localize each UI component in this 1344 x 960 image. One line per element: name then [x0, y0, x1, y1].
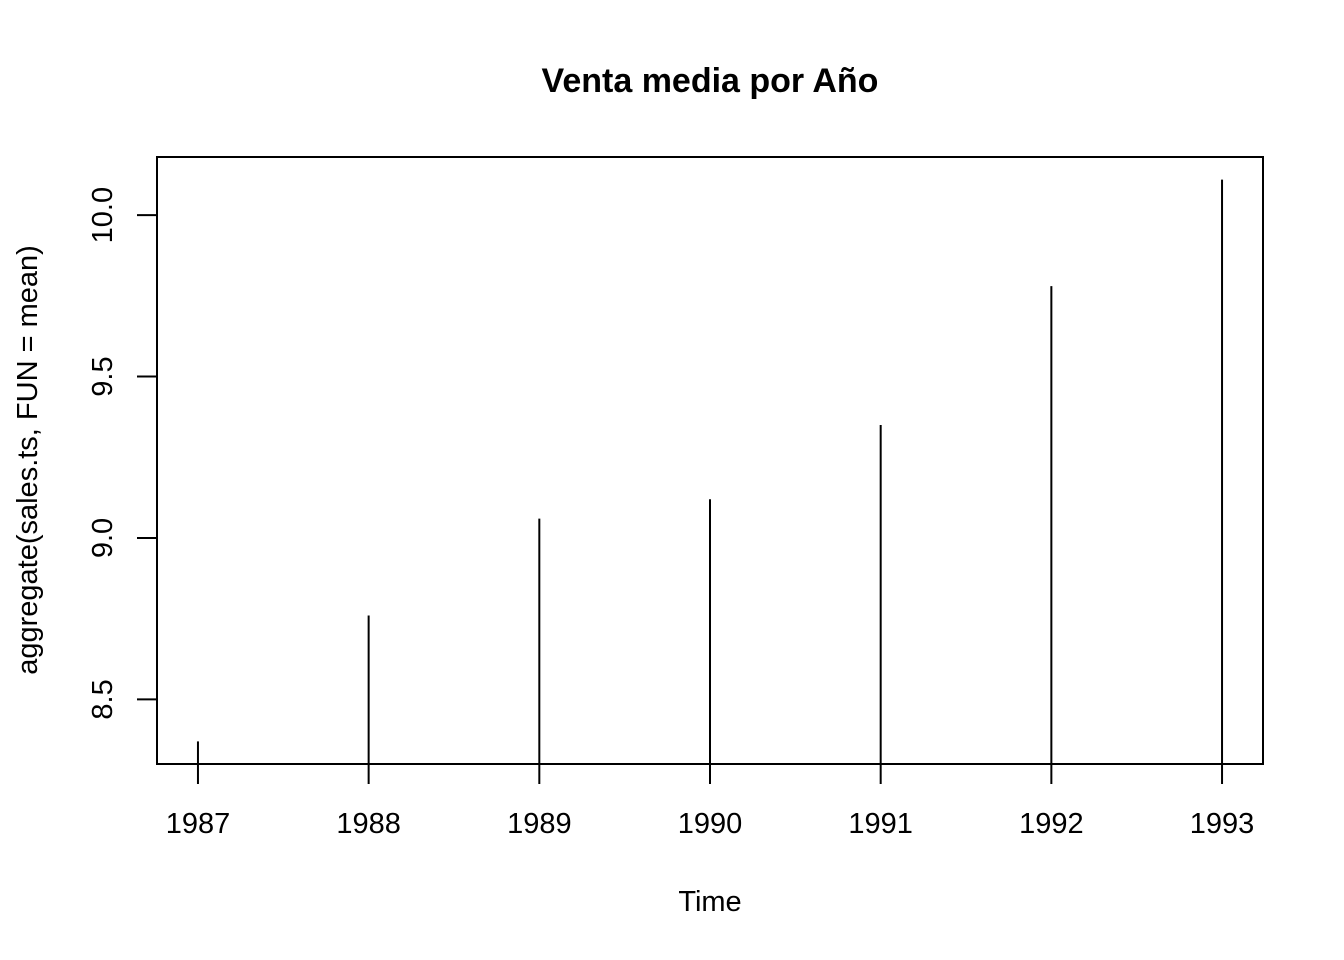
y-tick-label: 9.5	[87, 356, 119, 396]
chart-title: Venta media por Año	[542, 62, 879, 100]
y-tick-label: 10.0	[87, 187, 119, 243]
data-spikes	[196, 179, 1224, 764]
x-tick-label: 1991	[848, 808, 913, 840]
y-axis-label: aggregate(sales.ts, FUN = mean)	[12, 245, 44, 675]
x-tick-label: 1989	[507, 808, 572, 840]
x-axis-label: Time	[678, 886, 741, 918]
x-tick-label: 1992	[1019, 808, 1084, 840]
y-tick-label: 8.5	[87, 679, 119, 719]
x-axis: 1987 1988 1989 1990 1991 1992 1993	[166, 764, 1255, 840]
y-axis: 8.5 9.0 9.5 10.0	[87, 187, 157, 720]
x-tick-label: 1993	[1190, 808, 1255, 840]
x-tick-label: 1988	[336, 808, 401, 840]
x-tick-label: 1987	[166, 808, 231, 840]
x-tick-label: 1990	[678, 808, 743, 840]
y-tick-label: 9.0	[87, 518, 119, 558]
